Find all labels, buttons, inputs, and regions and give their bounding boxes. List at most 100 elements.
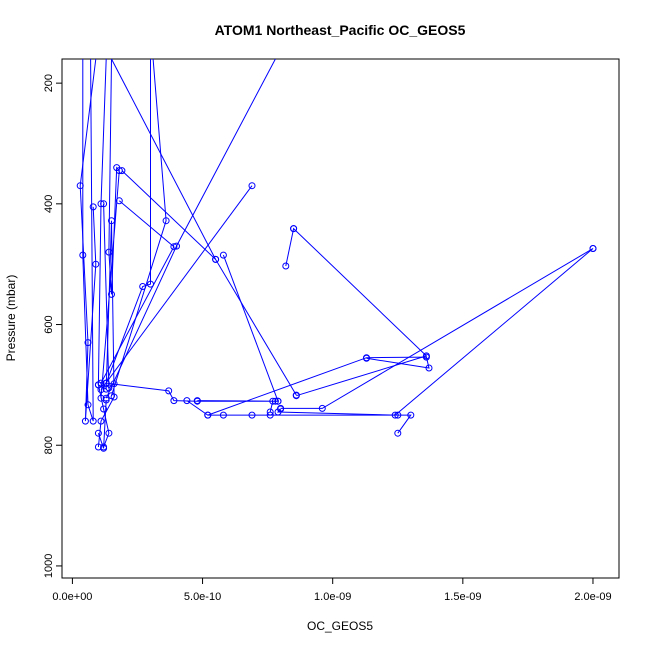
data-point: [212, 255, 220, 263]
data-point: [84, 339, 92, 347]
data-point: [84, 401, 92, 409]
series-line: [100, 185, 253, 390]
y-tick-label: 400: [43, 195, 55, 213]
y-tick-label: 1000: [43, 554, 55, 578]
data-point: [115, 197, 123, 205]
series-line: [121, 170, 297, 396]
data-point: [318, 404, 326, 412]
data-point: [425, 364, 433, 372]
y-tick-label: 800: [43, 436, 55, 454]
series-line: [276, 248, 594, 416]
series-17: [282, 225, 430, 400]
x-axis: 0.0e+00 5.0e-10 1.0e-09 1.5e-09 2.0e-09: [52, 578, 612, 603]
data-point: [89, 417, 97, 425]
series-15: [183, 397, 415, 437]
data-point: [89, 203, 97, 211]
data-point: [165, 387, 173, 395]
y-axis: 200 400 600 800 1000: [43, 74, 62, 578]
data-point: [589, 245, 597, 252]
series-line: [79, 59, 97, 422]
series-13: [219, 251, 282, 405]
data-point: [81, 417, 89, 425]
series-line: [280, 248, 594, 409]
series-line: [97, 220, 115, 448]
series-line: [105, 59, 151, 384]
series-line: [97, 399, 107, 449]
series-2: [76, 59, 100, 425]
plot-frame: [61, 58, 620, 579]
series-7: [108, 59, 170, 400]
data-point: [394, 429, 402, 437]
series-line: [105, 59, 276, 399]
data-point: [105, 429, 113, 437]
data-point: [173, 242, 180, 250]
data-point: [97, 379, 105, 387]
series-9: [102, 59, 276, 402]
y-axis-label: Pressure (mbar): [4, 275, 18, 362]
x-tick-label: 1.0e-09: [314, 591, 351, 603]
data-point: [118, 167, 126, 175]
series-line: [82, 59, 94, 422]
data-point: [391, 411, 399, 419]
data-point: [290, 225, 298, 233]
series-line: [106, 382, 279, 413]
series-line: [285, 227, 428, 397]
data-point: [248, 411, 256, 419]
data-point: [292, 392, 300, 400]
data-point: [170, 243, 178, 251]
data-point: [269, 397, 277, 405]
data-point: [248, 182, 256, 190]
data-point: [274, 397, 282, 405]
series-18: [274, 245, 597, 419]
data-point: [422, 352, 430, 360]
plot-area: [76, 59, 597, 452]
data-point: [266, 411, 274, 419]
series-21: [100, 200, 118, 392]
data-point: [94, 429, 102, 437]
data-point: [79, 251, 87, 259]
series-16: [204, 353, 433, 419]
series-line: [100, 59, 120, 399]
data-point: [100, 200, 108, 208]
data-point: [193, 397, 201, 405]
data-point: [170, 397, 178, 405]
data-point: [183, 397, 191, 405]
series-line: [222, 254, 279, 402]
data-point: [76, 182, 84, 190]
x-tick-label: 1.5e-09: [444, 591, 481, 603]
series-20: [94, 396, 110, 452]
data-point: [102, 396, 110, 404]
y-tick-label: 200: [43, 74, 55, 92]
series-line: [111, 59, 217, 260]
series-line: [207, 356, 430, 416]
data-point: [271, 397, 279, 405]
data-point: [219, 411, 227, 419]
data-point: [92, 260, 100, 268]
series-14: [102, 379, 282, 416]
data-point: [282, 262, 290, 270]
y-tick-label: 600: [43, 315, 55, 333]
series-line: [111, 59, 167, 396]
x-tick-label: 5.0e-10: [184, 591, 221, 603]
data-point: [407, 411, 415, 419]
series-10: [97, 182, 256, 394]
data-point: [204, 411, 212, 419]
chart-title: ATOM1 Northeast_Pacific OC_GEOS5: [215, 22, 466, 38]
data-point: [219, 251, 227, 259]
x-tick-label: 2.0e-09: [574, 591, 611, 603]
data-point: [108, 217, 115, 225]
data-point: [110, 380, 118, 388]
series-11: [111, 59, 220, 263]
data-point: [94, 443, 102, 451]
series-12: [118, 167, 300, 399]
data-point: [162, 217, 170, 225]
series-line: [103, 203, 115, 389]
data-point: [108, 290, 115, 298]
data-point: [100, 444, 108, 452]
series-1: [79, 59, 97, 425]
data-point: [277, 404, 285, 412]
x-tick-label: 0.0e+00: [52, 591, 92, 603]
data-point: [105, 384, 113, 392]
series-19: [277, 245, 597, 412]
